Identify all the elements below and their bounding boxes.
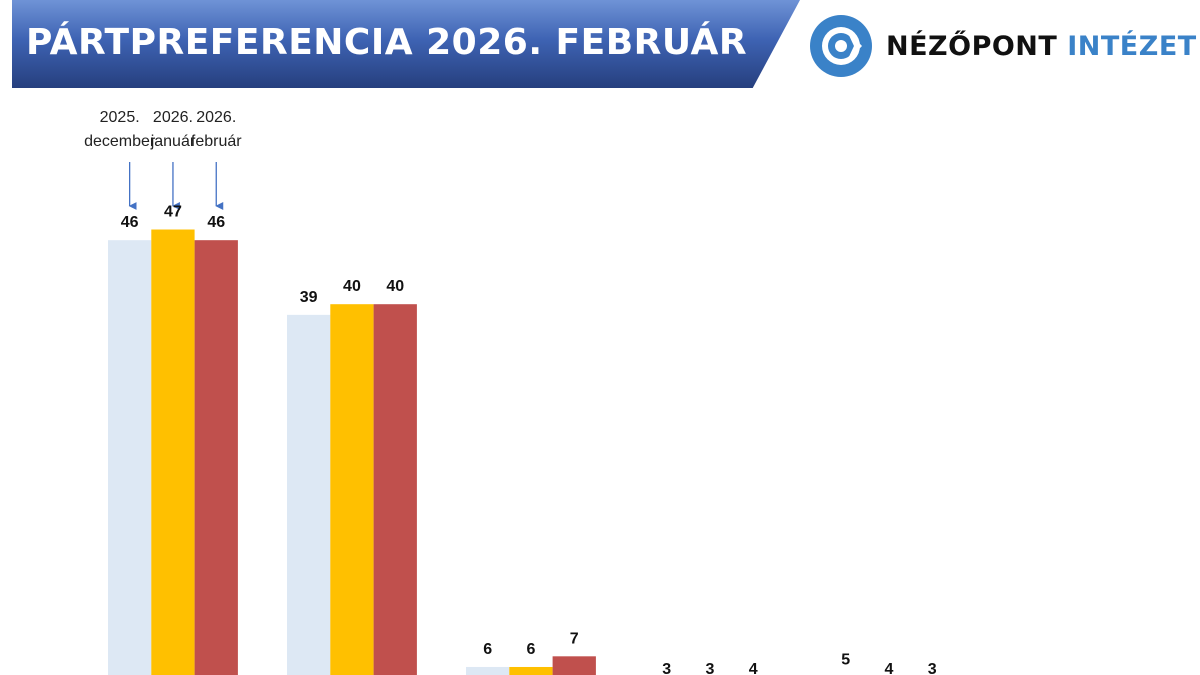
value-label: 3 bbox=[662, 661, 671, 675]
bar bbox=[194, 240, 238, 675]
bar bbox=[287, 314, 331, 675]
bar bbox=[509, 666, 553, 675]
legend-label: 2025. bbox=[100, 109, 140, 126]
value-label: 7 bbox=[570, 630, 579, 647]
bar bbox=[466, 666, 510, 675]
legend-label: 2026. bbox=[153, 109, 193, 126]
bar bbox=[373, 304, 417, 675]
bar bbox=[552, 656, 596, 675]
value-label: 4 bbox=[749, 661, 758, 675]
title-banner bbox=[12, 0, 800, 88]
bar bbox=[330, 304, 374, 675]
page-title: PÁRTPREFERENCIA 2026. FEBRUÁR bbox=[26, 22, 748, 63]
value-label: 40 bbox=[386, 278, 404, 295]
bar bbox=[108, 240, 152, 675]
bar bbox=[151, 229, 195, 675]
value-label: 3 bbox=[928, 661, 937, 675]
legend-label: december bbox=[84, 133, 156, 150]
logo-text-blue: INTÉZET bbox=[1067, 30, 1197, 62]
value-label: 39 bbox=[300, 289, 318, 306]
value-label: 5 bbox=[841, 652, 850, 669]
legend-label: február bbox=[191, 133, 242, 150]
value-label: 40 bbox=[343, 278, 361, 295]
value-label: 3 bbox=[705, 661, 714, 675]
value-label: 4 bbox=[884, 661, 893, 675]
nezopont-logo-icon bbox=[810, 15, 872, 77]
value-label: 46 bbox=[207, 214, 225, 231]
legend-label: 2026. bbox=[196, 109, 236, 126]
logo: NÉZŐPONT INTÉZET bbox=[810, 15, 1197, 77]
value-label: 47 bbox=[164, 204, 182, 221]
value-label: 6 bbox=[526, 641, 535, 658]
legend-label: január bbox=[150, 133, 196, 150]
logo-text-dark: NÉZŐPONT bbox=[886, 30, 1058, 62]
value-label: 46 bbox=[121, 214, 139, 231]
value-label: 6 bbox=[483, 641, 492, 658]
